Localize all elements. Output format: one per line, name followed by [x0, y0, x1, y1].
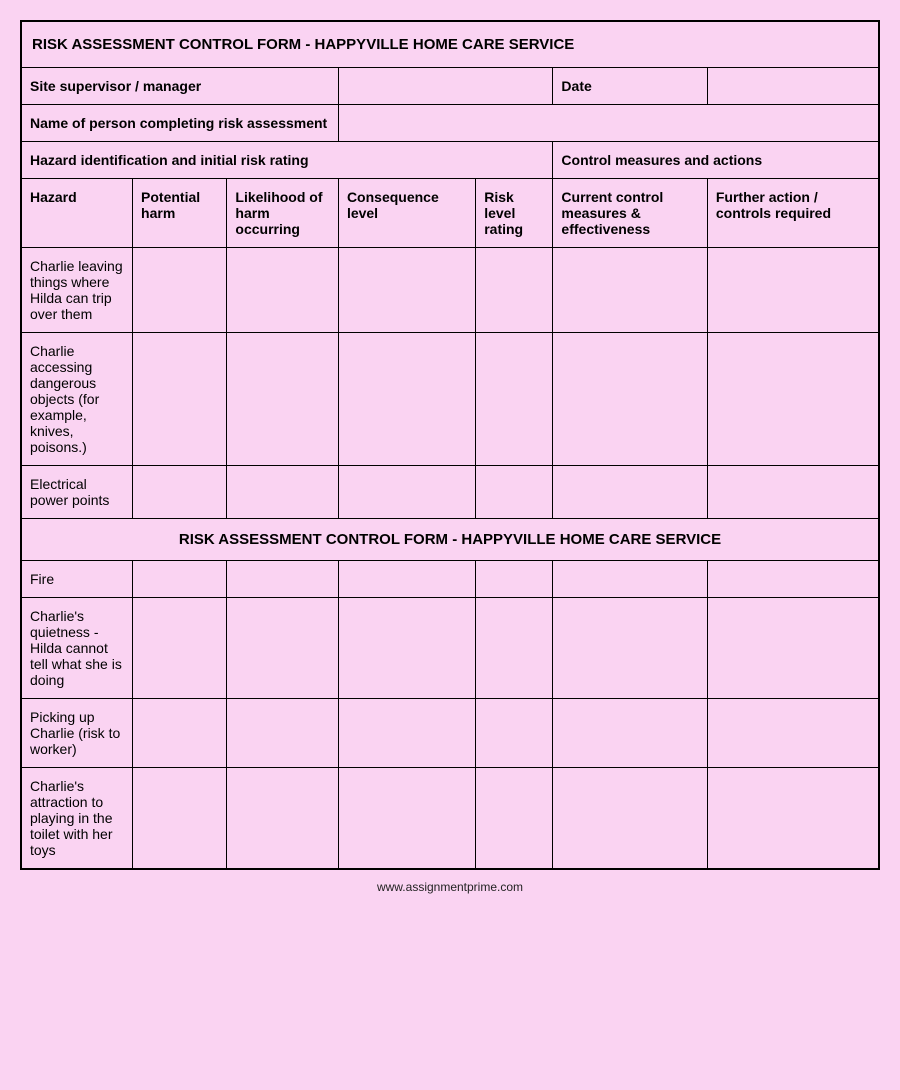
table-row: Picking up Charlie (risk to worker): [21, 699, 879, 768]
cell-harm[interactable]: [133, 561, 227, 598]
cell-further[interactable]: [707, 333, 879, 466]
cell-harm[interactable]: [133, 768, 227, 870]
cell-hazard: Electrical power points: [21, 466, 133, 519]
cell-risk[interactable]: [476, 248, 553, 333]
cell-harm[interactable]: [133, 466, 227, 519]
cell-likelihood[interactable]: [227, 598, 339, 699]
cell-current[interactable]: [553, 333, 707, 466]
cell-likelihood[interactable]: [227, 561, 339, 598]
cell-current[interactable]: [553, 699, 707, 768]
cell-hazard: Charlie's attraction to playing in the t…: [21, 768, 133, 870]
cell-hazard: Charlie accessing dangerous objects (for…: [21, 333, 133, 466]
col-hazard: Hazard: [21, 179, 133, 248]
cell-risk[interactable]: [476, 768, 553, 870]
cell-likelihood[interactable]: [227, 333, 339, 466]
col-likelihood: Likelihood of harm occurring: [227, 179, 339, 248]
col-consequence: Consequence level: [338, 179, 475, 248]
cell-further[interactable]: [707, 466, 879, 519]
supervisor-label: Site supervisor / manager: [21, 68, 338, 105]
cell-harm[interactable]: [133, 333, 227, 466]
table-row: Electrical power points: [21, 466, 879, 519]
cell-likelihood[interactable]: [227, 768, 339, 870]
cell-risk[interactable]: [476, 466, 553, 519]
table-row: Charlie accessing dangerous objects (for…: [21, 333, 879, 466]
cell-consequence[interactable]: [338, 699, 475, 768]
cell-consequence[interactable]: [338, 248, 475, 333]
col-risk-level: Risk level rating: [476, 179, 553, 248]
col-current-controls: Current control measures & effectiveness: [553, 179, 707, 248]
cell-hazard: Charlie's quietness - Hilda cannot tell …: [21, 598, 133, 699]
cell-harm[interactable]: [133, 598, 227, 699]
cell-risk[interactable]: [476, 699, 553, 768]
cell-hazard: Charlie leaving things where Hilda can t…: [21, 248, 133, 333]
cell-consequence[interactable]: [338, 768, 475, 870]
cell-further[interactable]: [707, 699, 879, 768]
cell-likelihood[interactable]: [227, 699, 339, 768]
completer-value[interactable]: [338, 105, 879, 142]
cell-current[interactable]: [553, 561, 707, 598]
cell-harm[interactable]: [133, 699, 227, 768]
cell-likelihood[interactable]: [227, 248, 339, 333]
table-row: Charlie leaving things where Hilda can t…: [21, 248, 879, 333]
date-value[interactable]: [707, 68, 879, 105]
section-header-left: Hazard identification and initial risk r…: [21, 142, 553, 179]
cell-hazard: Fire: [21, 561, 133, 598]
cell-risk[interactable]: [476, 333, 553, 466]
mid-title: RISK ASSESSMENT CONTROL FORM - HAPPYVILL…: [21, 519, 879, 561]
supervisor-value[interactable]: [338, 68, 552, 105]
col-further-action: Further action / controls required: [707, 179, 879, 248]
cell-further[interactable]: [707, 248, 879, 333]
completer-label: Name of person completing risk assessmen…: [21, 105, 338, 142]
cell-consequence[interactable]: [338, 561, 475, 598]
date-label: Date: [553, 68, 707, 105]
cell-current[interactable]: [553, 768, 707, 870]
cell-consequence[interactable]: [338, 466, 475, 519]
col-potential-harm: Potential harm: [133, 179, 227, 248]
table-row: Charlie's attraction to playing in the t…: [21, 768, 879, 870]
footer-text: www.assignmentprime.com: [20, 870, 880, 894]
table-row: Charlie's quietness - Hilda cannot tell …: [21, 598, 879, 699]
cell-current[interactable]: [553, 466, 707, 519]
table-row: Fire: [21, 561, 879, 598]
cell-hazard: Picking up Charlie (risk to worker): [21, 699, 133, 768]
cell-harm[interactable]: [133, 248, 227, 333]
risk-assessment-table: RISK ASSESSMENT CONTROL FORM - HAPPYVILL…: [20, 20, 880, 870]
section-header-right: Control measures and actions: [553, 142, 879, 179]
cell-further[interactable]: [707, 561, 879, 598]
cell-current[interactable]: [553, 248, 707, 333]
cell-current[interactable]: [553, 598, 707, 699]
cell-risk[interactable]: [476, 561, 553, 598]
cell-consequence[interactable]: [338, 333, 475, 466]
cell-consequence[interactable]: [338, 598, 475, 699]
cell-further[interactable]: [707, 598, 879, 699]
cell-risk[interactable]: [476, 598, 553, 699]
cell-further[interactable]: [707, 768, 879, 870]
cell-likelihood[interactable]: [227, 466, 339, 519]
form-title: RISK ASSESSMENT CONTROL FORM - HAPPYVILL…: [21, 21, 879, 68]
